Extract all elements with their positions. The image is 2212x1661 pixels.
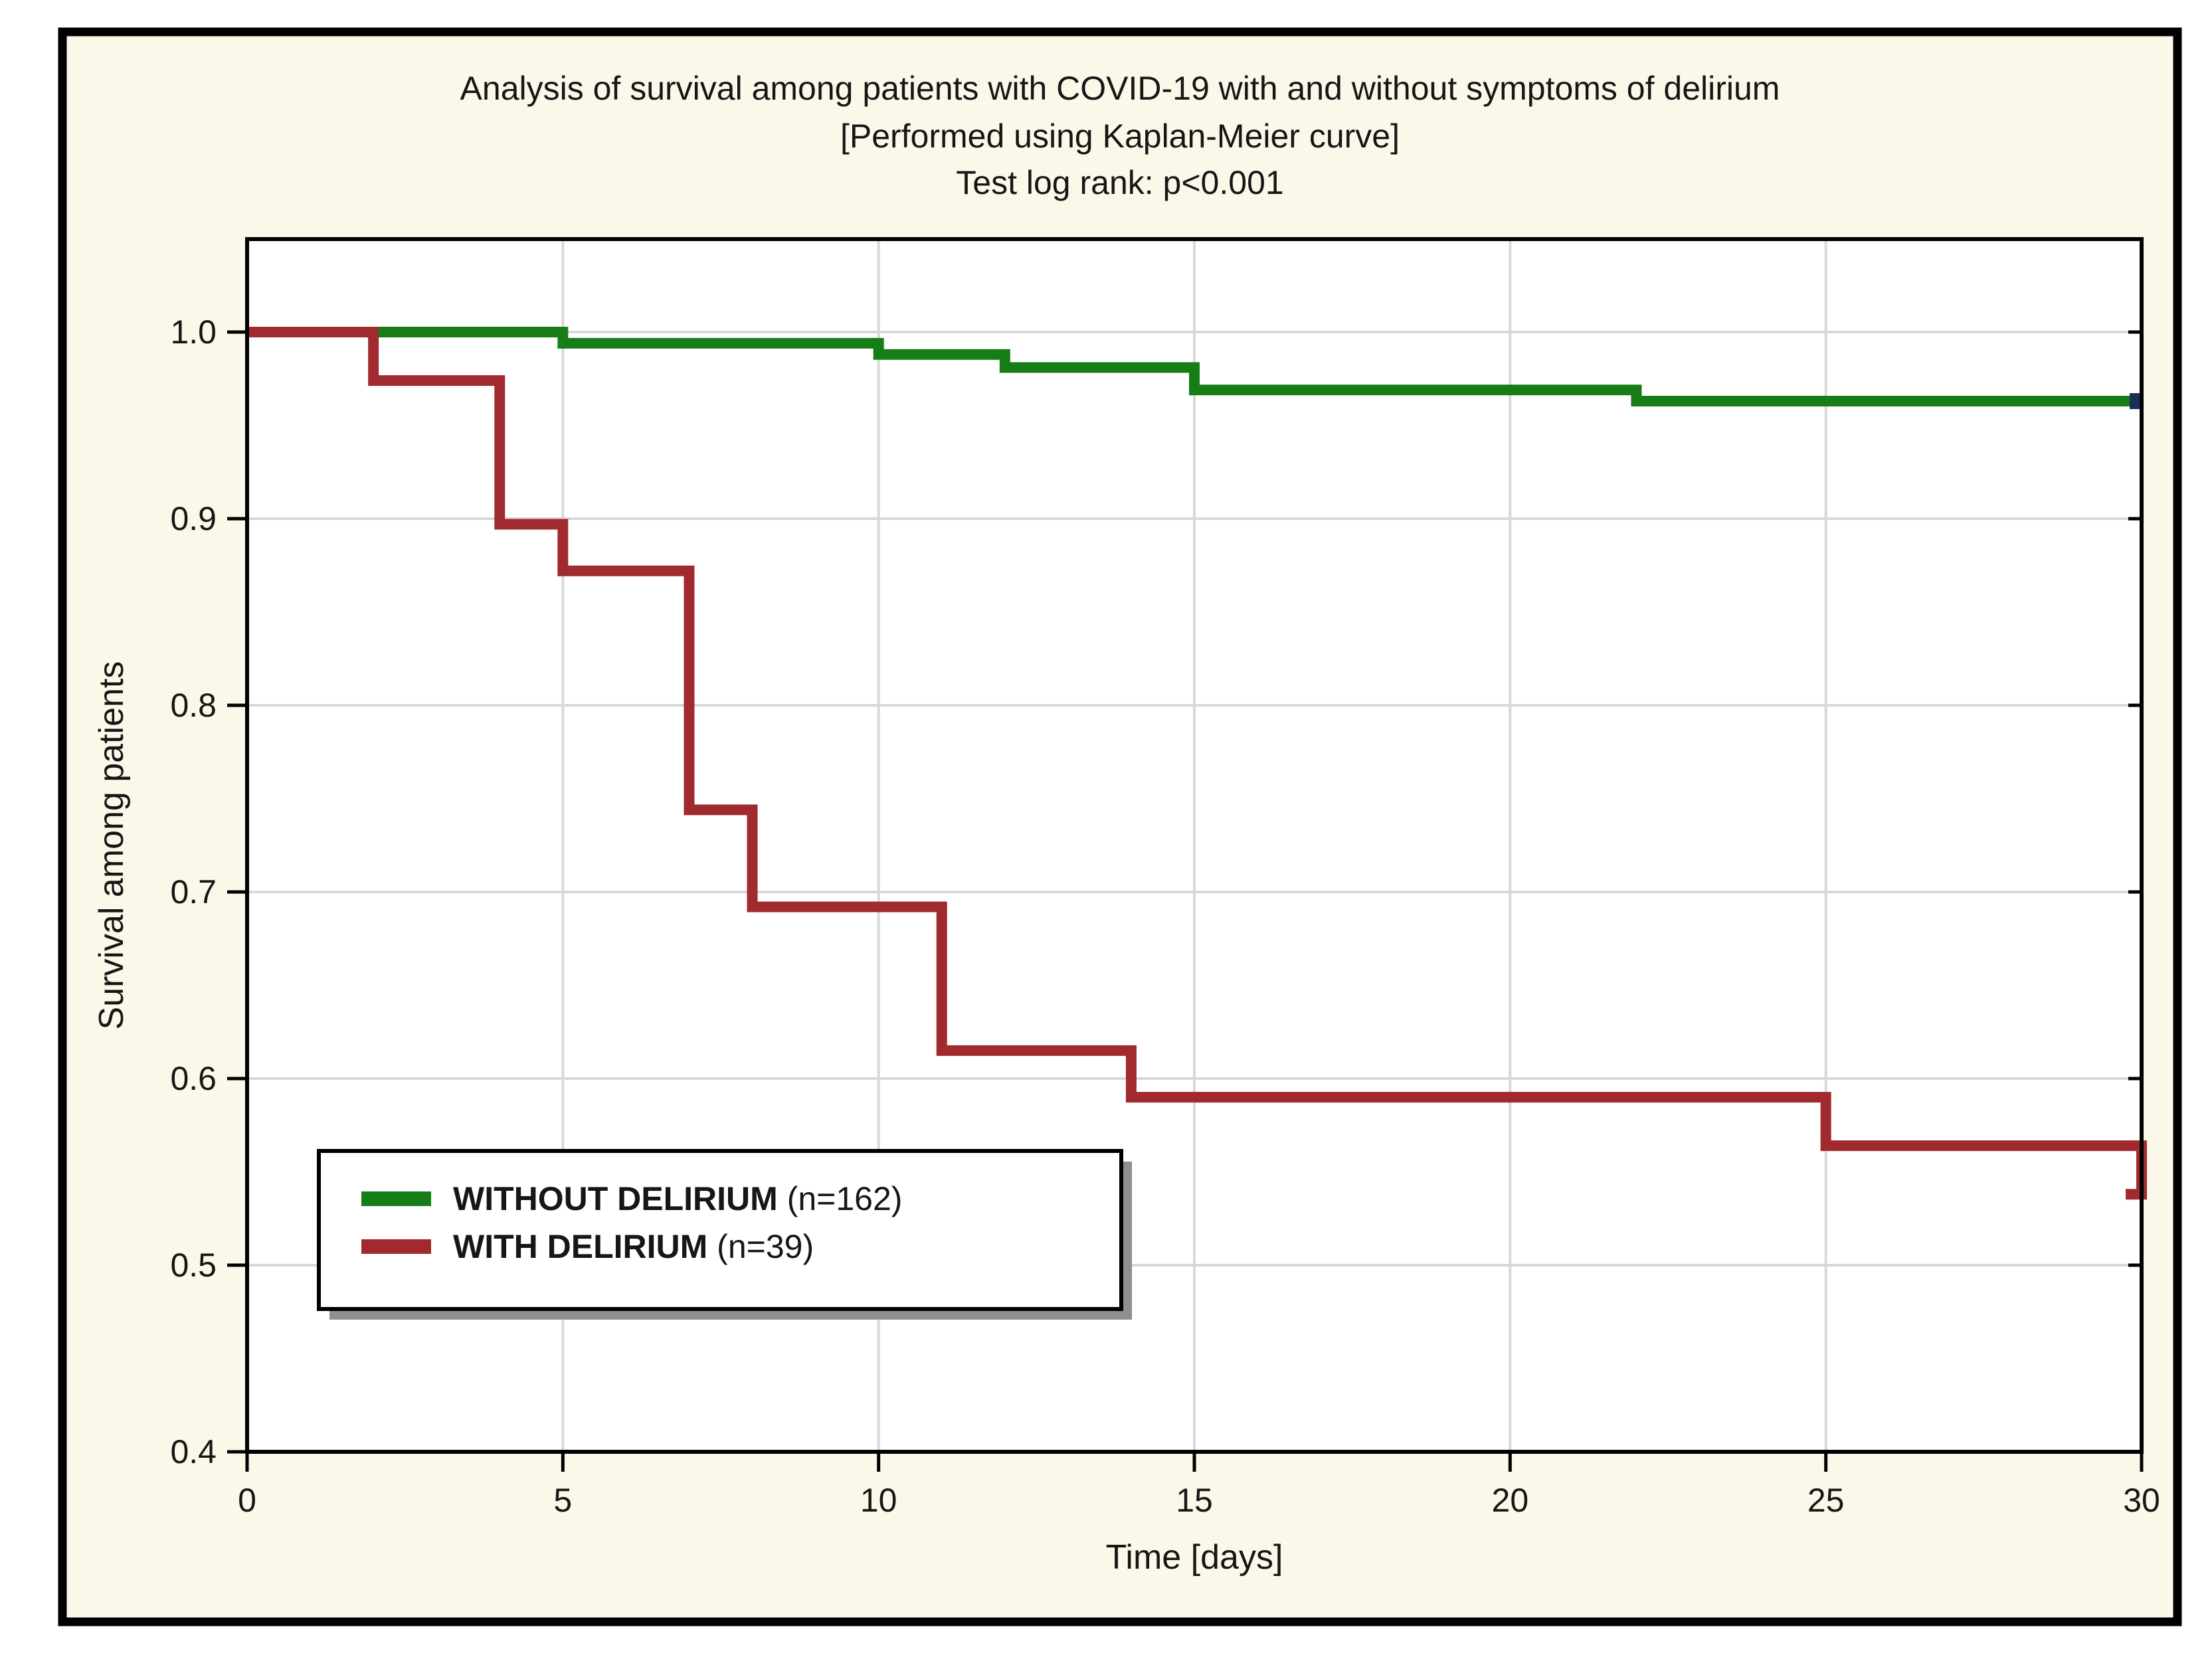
title-line-1: Analysis of survival among patients with… xyxy=(460,70,1780,107)
x-tick-label-30: 30 xyxy=(2123,1482,2160,1519)
y-tick-label-0.8: 0.8 xyxy=(170,687,217,724)
title-line-2: [Performed using Kaplan-Meier curve] xyxy=(840,118,1400,155)
title-line-3: Test log rank: p<0.001 xyxy=(956,164,1283,201)
x-tick-label-10: 10 xyxy=(860,1482,897,1519)
legend-text-without-delirium: WITHOUT DELIRIUM (n=162) xyxy=(453,1180,902,1217)
x-tick-label-20: 20 xyxy=(1492,1482,1529,1519)
legend-text-with-delirium: WITH DELIRIUM (n=39) xyxy=(453,1228,814,1265)
y-axis-title: Survival among patients xyxy=(92,661,131,1030)
x-tick-label-0: 0 xyxy=(238,1482,256,1519)
y-tick-label-0.5: 0.5 xyxy=(170,1247,217,1284)
y-tick-label-0.4: 0.4 xyxy=(170,1433,217,1470)
curve-end-marker xyxy=(2130,393,2142,409)
y-tick-label-0.7: 0.7 xyxy=(170,873,217,911)
axis-ticks xyxy=(227,330,2144,1472)
x-tick-label-15: 15 xyxy=(1176,1482,1213,1519)
x-tick-label-25: 25 xyxy=(1807,1482,1845,1519)
x-axis-title: Time [days] xyxy=(1106,1538,1283,1577)
y-tick-label-1.0: 1.0 xyxy=(170,313,217,351)
survival-curve-with-delirium xyxy=(247,327,2147,1200)
legend: WITHOUT DELIRIUM (n=162) WITH DELIRIUM (n… xyxy=(317,1149,1132,1320)
legend-box xyxy=(317,1149,1123,1311)
legend-items: WITHOUT DELIRIUM (n=162) WITH DELIRIUM (n… xyxy=(361,1180,902,1265)
axis-tick-labels: 0 5 10 15 20 25 30 1.0 0.9 0.8 0.7 0.6 0.5 0.4 xyxy=(170,313,2160,1519)
survival-curve-without-delirium xyxy=(247,327,2142,406)
x-tick-label-5: 5 xyxy=(553,1482,572,1519)
chart-title: Analysis of survival among patients with… xyxy=(460,70,1780,201)
y-tick-label-0.9: 0.9 xyxy=(170,500,217,537)
y-tick-label-0.6: 0.6 xyxy=(170,1060,217,1097)
